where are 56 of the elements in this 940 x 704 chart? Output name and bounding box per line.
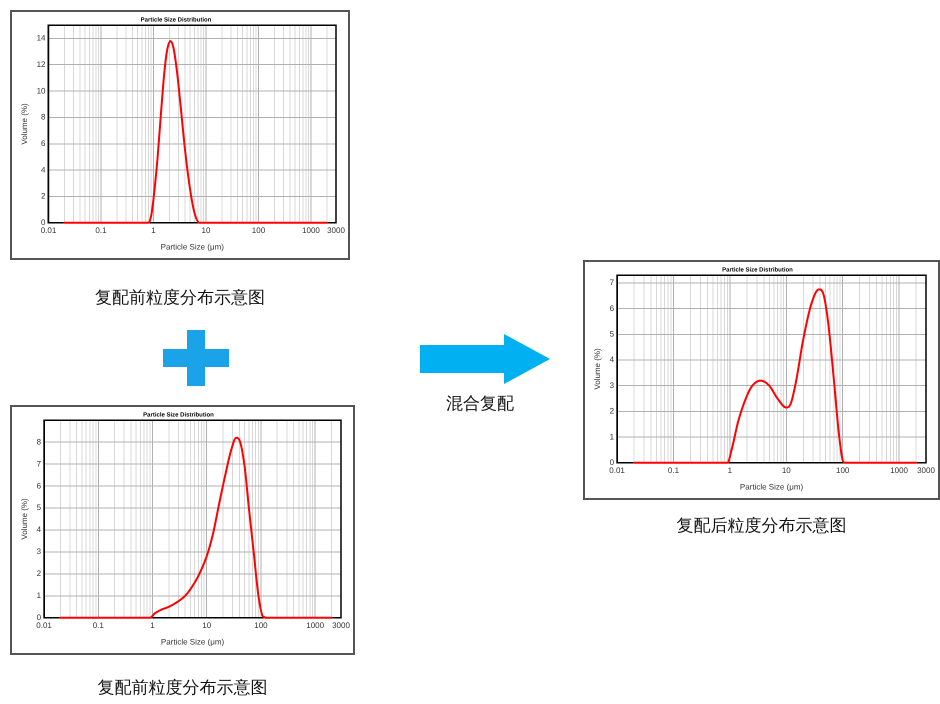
- y-tick-label: 2: [41, 192, 46, 201]
- x-tick-label: 3000: [327, 226, 346, 235]
- y-tick-label: 0: [41, 218, 46, 228]
- x-tick-label: 0.1: [95, 226, 108, 235]
- y-tick-label: 7: [36, 459, 42, 468]
- x-tick-label: 0.1: [92, 620, 104, 630]
- x-tick-label: 0.01: [40, 226, 57, 235]
- y-axis-title: Volume (%): [20, 498, 30, 540]
- x-tick-label: 10: [202, 226, 211, 235]
- x-tick-label: 3000: [917, 466, 936, 475]
- x-tick-label: 3000: [332, 620, 350, 630]
- x-tick-label: 0.1: [668, 466, 680, 475]
- y-tick-label: 14: [36, 34, 46, 43]
- y-tick-label: 7: [610, 278, 615, 288]
- y-axis-title: Volume (%): [20, 102, 30, 145]
- y-tick-label: 5: [610, 330, 615, 339]
- y-tick-label: 8: [36, 437, 42, 446]
- x-tick-label: 100: [836, 466, 850, 475]
- x-axis-title: Particle Size (μm): [740, 482, 804, 492]
- y-tick-label: 6: [41, 138, 46, 148]
- x-tick-label: 0.01: [609, 466, 626, 475]
- x-tick-label: 100: [252, 226, 266, 235]
- y-tick-label: 4: [36, 525, 42, 534]
- x-tick-label: 100: [254, 620, 268, 630]
- y-tick-label: 6: [610, 304, 615, 313]
- y-tick-label: 3: [36, 547, 42, 556]
- x-tick-label: 0.01: [36, 620, 52, 630]
- x-tick-label: 1000: [302, 226, 320, 235]
- x-axis-title: Particle Size (μm): [160, 242, 224, 252]
- text: 混合复配: [445, 393, 515, 415]
- y-tick-label: 5: [36, 503, 42, 512]
- y-tick-label: 6: [36, 481, 42, 490]
- x-tick-label: 10: [782, 466, 792, 475]
- y-tick-label: 2: [610, 406, 615, 416]
- y-tick-label: 12: [36, 60, 46, 69]
- y-tick-label: 4: [610, 355, 615, 364]
- y-axis-title: Volume (%): [593, 348, 602, 390]
- x-tick-label: 1000: [306, 620, 325, 630]
- text: 复配前粒度分布示意图: [96, 677, 268, 699]
- y-tick-label: 0: [36, 613, 42, 622]
- x-tick-label: 1: [150, 620, 156, 630]
- y-tick-label: 1: [610, 432, 615, 442]
- y-tick-label: 3: [610, 380, 615, 390]
- y-tick-label: 4: [41, 165, 46, 174]
- x-tick-label: 1: [151, 226, 156, 235]
- y-tick-label: 2: [36, 569, 42, 578]
- y-tick-label: 0: [610, 458, 615, 468]
- text: 复配前粒度分布示意图: [94, 287, 266, 309]
- y-tick-label: 1: [36, 591, 42, 600]
- x-axis-title: Particle Size (μm): [160, 637, 224, 646]
- text: 复配后粒度分布示意图: [676, 515, 848, 537]
- y-tick-label: 8: [41, 112, 46, 122]
- x-tick-label: 1000: [890, 466, 909, 475]
- x-tick-label: 10: [202, 620, 212, 630]
- y-tick-label: 10: [36, 86, 46, 96]
- x-tick-label: 1: [728, 466, 733, 475]
